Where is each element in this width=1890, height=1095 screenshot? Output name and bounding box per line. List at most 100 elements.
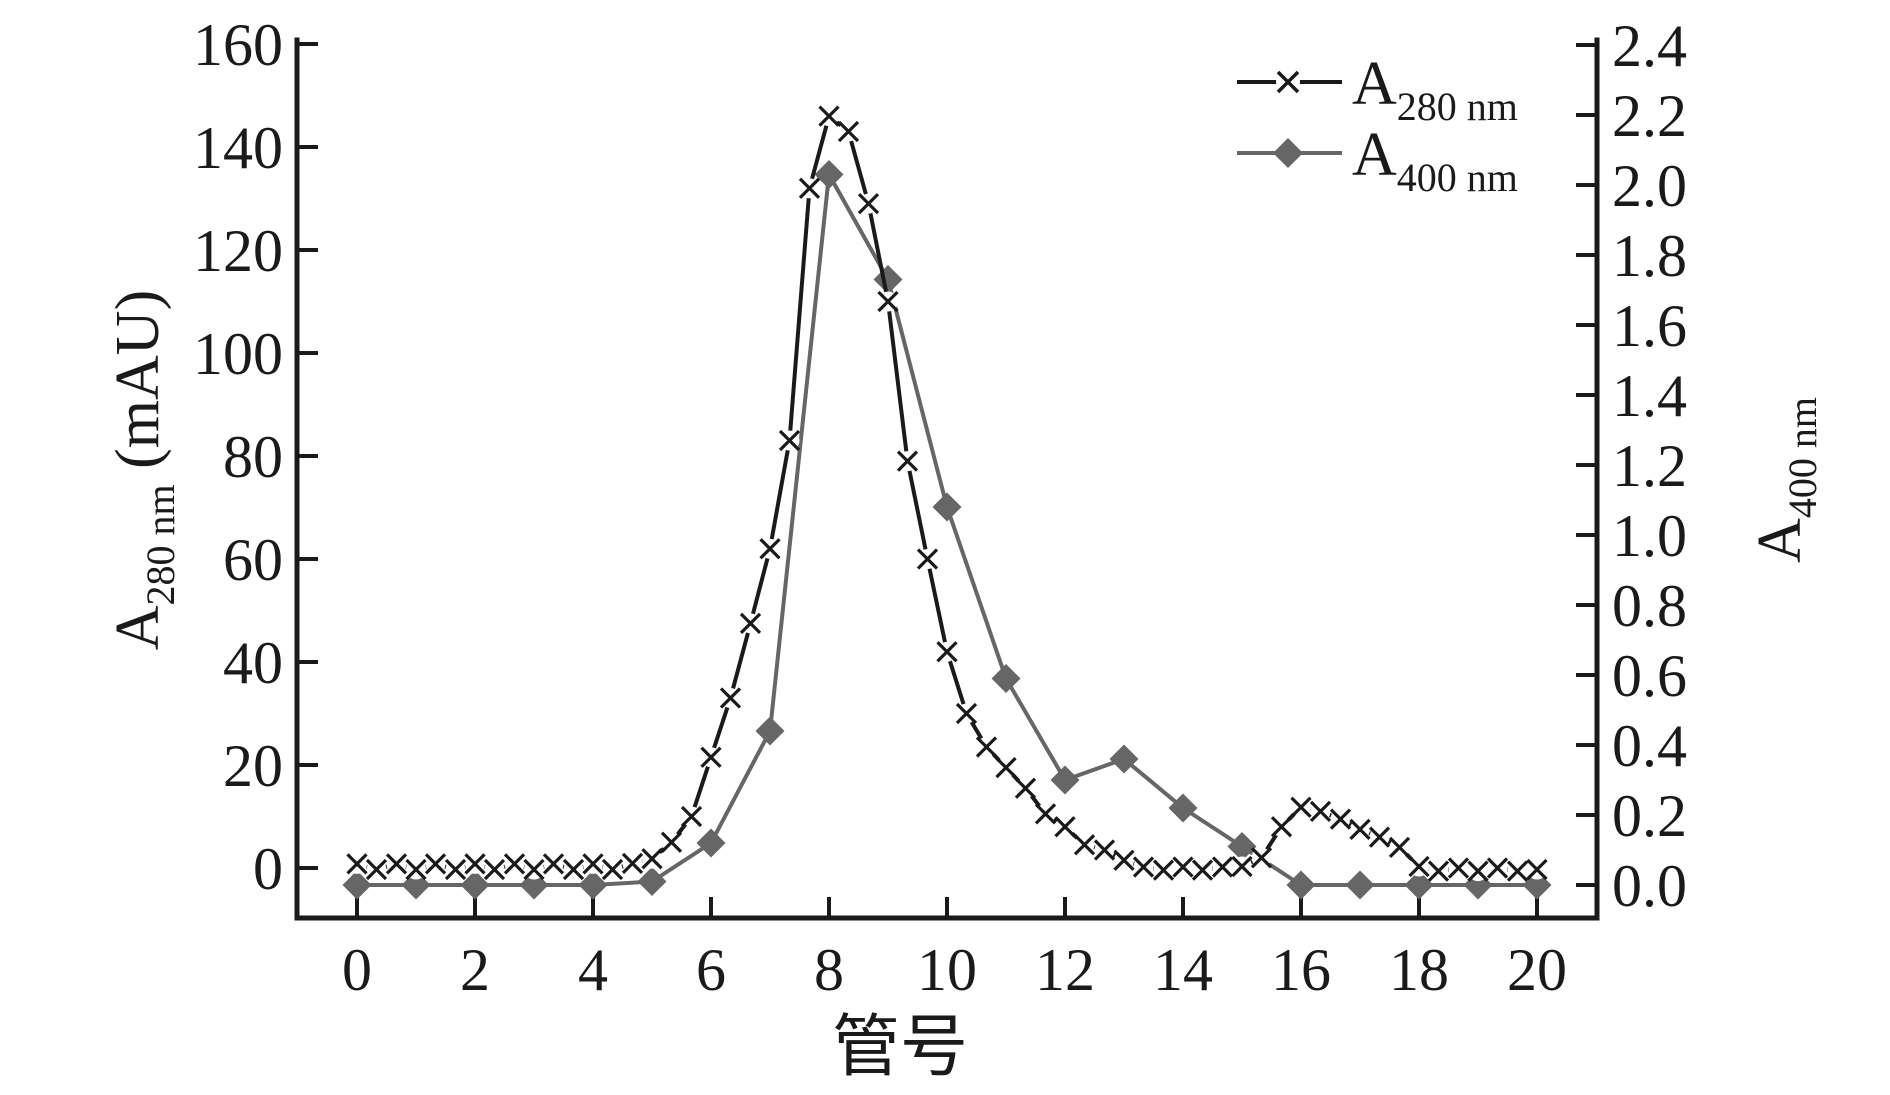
x-marker-icon xyxy=(1486,857,1509,879)
x-marker-icon xyxy=(1526,858,1548,881)
x-marker-icon xyxy=(1408,855,1430,878)
diamond-marker-icon xyxy=(873,265,903,294)
x-marker-icon xyxy=(1231,855,1253,878)
x-marker-icon xyxy=(444,858,467,881)
x-marker-icon xyxy=(1172,856,1194,878)
x-tick-label: 20 xyxy=(1507,937,1567,1003)
x-marker-icon xyxy=(542,853,565,875)
x-marker-icon xyxy=(1191,859,1214,881)
x-marker-icon xyxy=(975,736,998,758)
x-marker-icon xyxy=(1152,859,1175,881)
diamond-marker-icon xyxy=(342,870,372,900)
x-tick-label: 0 xyxy=(342,937,372,1003)
x-axis-ticks: 0 2 4 6 8 10 12 14 16 18 20 xyxy=(342,897,1567,1003)
x-tick-label: 2 xyxy=(460,937,490,1003)
y-right-tick-label: 1.8 xyxy=(1612,223,1687,289)
x-marker-icon xyxy=(1329,808,1352,830)
y-right-tick-label: 0.4 xyxy=(1612,713,1687,779)
x-marker-icon xyxy=(385,853,408,875)
diamond-marker-icon xyxy=(1050,765,1080,795)
x-tick-label: 6 xyxy=(696,937,726,1003)
y-right-tick-label: 0.8 xyxy=(1612,573,1687,639)
y-left-tick-label: 40 xyxy=(223,630,283,696)
x-marker-icon xyxy=(464,853,486,875)
x-marker-icon xyxy=(1276,70,1300,94)
x-marker-icon xyxy=(936,641,958,663)
diamond-marker-icon xyxy=(991,664,1021,693)
diamond-marker-icon xyxy=(1404,870,1434,900)
diamond-marker-icon xyxy=(1109,744,1139,774)
diamond-marker-icon xyxy=(1345,870,1375,900)
y-right-tick-label: 1.0 xyxy=(1612,503,1687,569)
x-marker-icon xyxy=(641,848,663,870)
x-tick-label: 14 xyxy=(1153,937,1213,1003)
y-right-tick-label: 1.4 xyxy=(1612,363,1687,429)
x-marker-icon xyxy=(582,853,604,875)
x-marker-icon xyxy=(1467,860,1489,882)
y-left-tick-label: 140 xyxy=(193,115,283,181)
x-tick-label: 12 xyxy=(1035,937,1095,1003)
y-left-tick-label: 120 xyxy=(193,218,283,284)
plot-layer: 0 2 4 6 8 10 12 14 16 18 20 0 20 40 60 80 100 120 140 160 0.… xyxy=(193,12,1687,1003)
x-tick-label: 4 xyxy=(578,937,608,1003)
y-right-tick-label: 0.6 xyxy=(1612,643,1687,709)
x-marker-icon xyxy=(523,858,545,881)
x-marker-icon xyxy=(1427,860,1450,882)
series-line-a400 xyxy=(357,168,1537,887)
y-left-tick-label: 80 xyxy=(223,424,283,490)
x-marker-icon xyxy=(1014,777,1037,799)
x-tick-label: 16 xyxy=(1271,937,1331,1003)
legend-item-a280: A280 nm xyxy=(1237,50,1518,129)
diamond-marker-icon xyxy=(637,867,667,896)
x-marker-icon xyxy=(1388,836,1411,859)
diamond-marker-icon xyxy=(755,716,785,746)
x-marker-icon xyxy=(483,858,506,881)
legend-label-a400: A400 nm xyxy=(1352,121,1518,200)
x-marker-icon xyxy=(1093,839,1116,861)
x-marker-icon xyxy=(896,450,919,472)
diamond-marker-icon xyxy=(1168,793,1198,823)
x-marker-icon xyxy=(424,853,447,875)
y-right-tick-label: 0.0 xyxy=(1612,853,1687,919)
x-marker-icon xyxy=(346,853,368,875)
diamond-marker-icon xyxy=(932,492,962,522)
x-marker-icon xyxy=(1073,834,1096,856)
x-marker-icon xyxy=(680,805,703,828)
x-marker-icon xyxy=(1290,796,1312,818)
legend-item-a400: A400 nm xyxy=(1237,121,1518,200)
x-marker-icon xyxy=(739,612,762,635)
y-left-tick-label: 100 xyxy=(193,321,283,387)
x-marker-icon xyxy=(837,120,860,143)
x-marker-icon xyxy=(759,538,781,560)
y-axis-right-ticks: 0.00.20.40.60.81.01.21.41.61.82.02.22.4 xyxy=(1576,13,1687,919)
x-axis-label: 管号 xyxy=(832,1009,968,1085)
y-axis-left-ticks: 0 20 40 60 80 100 120 140 160 xyxy=(193,12,318,902)
x-marker-icon xyxy=(503,853,526,875)
series-a280 xyxy=(346,105,1548,882)
diamond-marker-icon xyxy=(1286,870,1316,900)
diamond-marker-icon xyxy=(578,870,608,900)
x-marker-icon xyxy=(719,687,742,709)
diamond-marker-icon xyxy=(460,870,490,900)
x-marker-icon xyxy=(1447,857,1470,879)
x-marker-icon xyxy=(700,746,722,768)
diamond-marker-icon xyxy=(814,160,844,189)
y-right-tick-label: 2.0 xyxy=(1612,153,1687,219)
y-right-tick-label: 1.6 xyxy=(1612,293,1687,359)
x-marker-icon xyxy=(562,858,585,881)
x-marker-icon xyxy=(1270,816,1293,838)
x-marker-icon xyxy=(798,177,821,199)
y-left-tick-label: 60 xyxy=(223,527,283,593)
x-marker-icon xyxy=(1034,803,1057,825)
x-marker-icon xyxy=(1349,818,1371,841)
x-marker-icon xyxy=(916,548,939,570)
x-marker-icon xyxy=(857,192,880,215)
y-axis-label-right: A400 nm xyxy=(1746,397,1825,563)
x-marker-icon xyxy=(778,429,801,452)
series-a400 xyxy=(342,160,1552,900)
y-axis-label-left: A280 nm (mAU) xyxy=(104,290,183,650)
legend-label-a280: A280 nm xyxy=(1352,50,1518,129)
y-left-tick-label: 0 xyxy=(253,836,283,902)
